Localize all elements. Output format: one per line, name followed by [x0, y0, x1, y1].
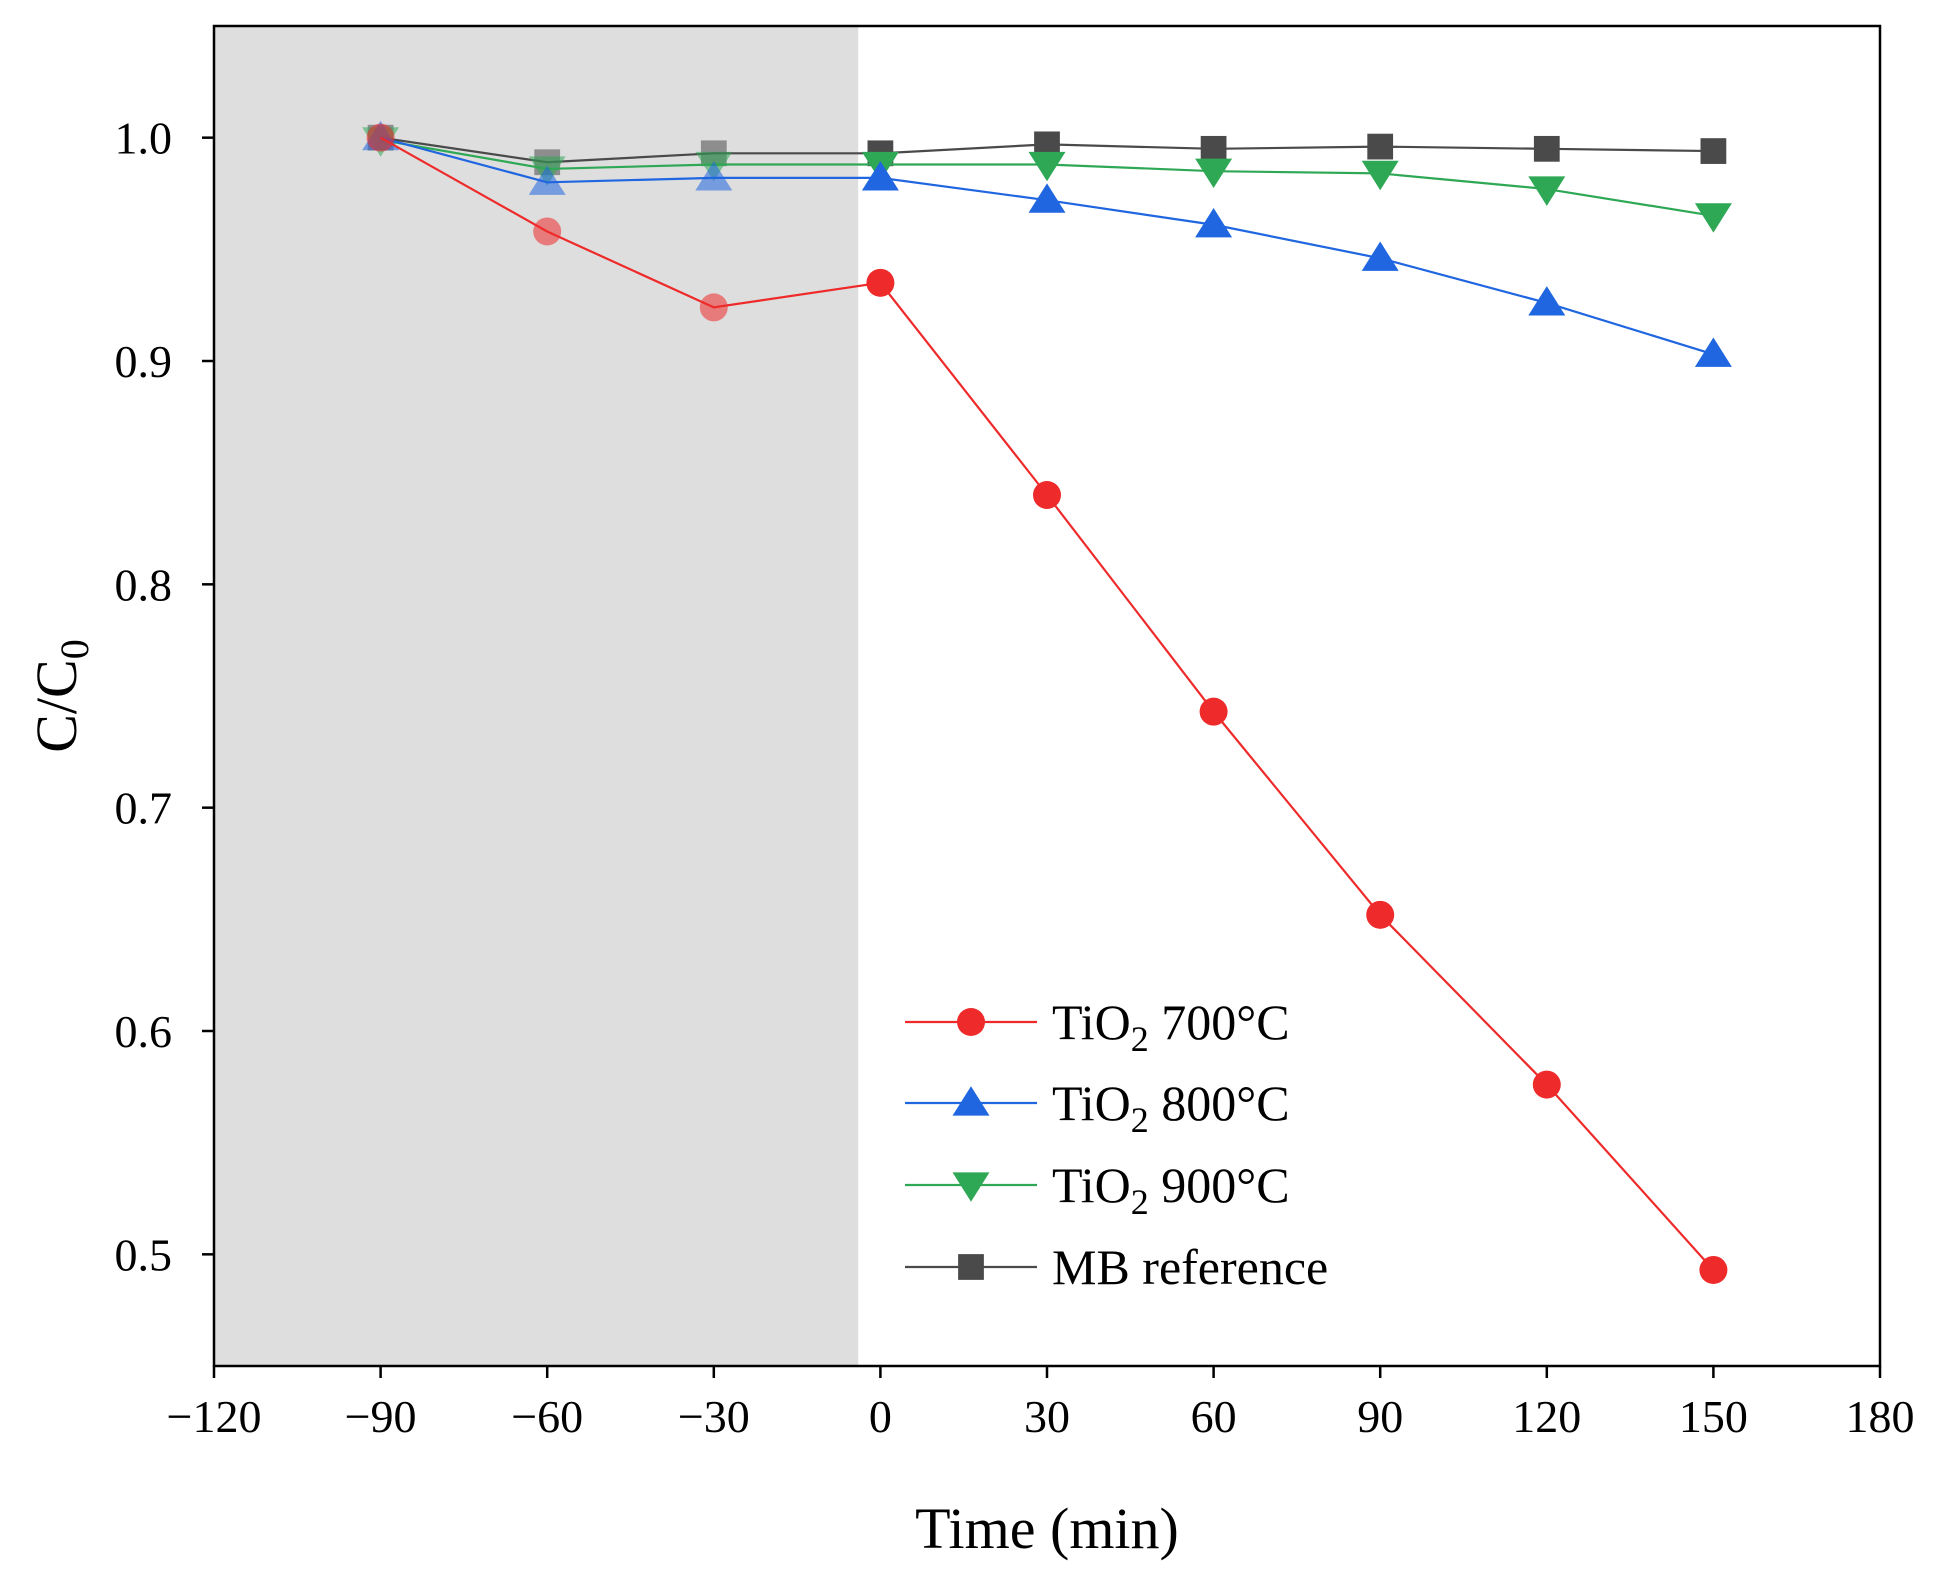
series-4-point [1533, 135, 1560, 162]
series-2-point [861, 161, 899, 191]
series-1-point [1366, 900, 1395, 929]
x-tick-label: 90 [1357, 1391, 1403, 1442]
series-layer [362, 120, 1732, 1284]
legend-label-main: TiO [1052, 994, 1131, 1050]
x-axis-ticks: −120 −90 −60 −30 0 30 60 90 120 150 180 [167, 1366, 1915, 1442]
y-axis-ticks: 0.5 0.6 0.7 0.8 0.9 1.0 [115, 113, 214, 1280]
legend-marker [952, 1172, 990, 1202]
series-1-point [1699, 1255, 1728, 1284]
series-1-point [1532, 1070, 1561, 1099]
legend-label: MB reference [1052, 1239, 1328, 1295]
x-tick-label: 60 [1191, 1391, 1237, 1442]
legend-marker [958, 1254, 984, 1280]
series-3-point [1361, 160, 1399, 191]
y-tick-label: 1.0 [115, 113, 173, 164]
y-tick-label: 0.5 [115, 1229, 173, 1280]
legend-label-main: TiO [1052, 1075, 1131, 1131]
series-3-point [1195, 158, 1233, 188]
legend-label-subscript: 2 [1131, 1019, 1149, 1059]
legend-label: TiO2 800°C [1052, 1075, 1290, 1140]
series-4-point [1700, 138, 1727, 164]
series-3-point [1528, 176, 1566, 206]
series-1-point [533, 217, 562, 246]
legend-entry-2: TiO2 800°C [905, 1075, 1290, 1140]
series-2-point [1361, 241, 1399, 271]
legend-entry-1: TiO2 700°C [905, 994, 1290, 1059]
dark-phase-shading [214, 26, 859, 1366]
x-axis-title: Time (min) [915, 1496, 1179, 1561]
series-1-point [366, 123, 395, 152]
legend-entry-4: MB reference [905, 1239, 1328, 1295]
y-axis-title-base: C/C [24, 659, 89, 753]
legend-label-main: MB reference [1052, 1239, 1328, 1295]
y-tick-label: 0.7 [115, 783, 173, 834]
legend-label-rest: 800°C [1149, 1075, 1290, 1131]
series-2-point [1694, 337, 1732, 367]
series-4-point [1200, 135, 1227, 162]
legend-marker [952, 1086, 990, 1116]
x-tick-label: 180 [1846, 1391, 1915, 1442]
series-3-point [1028, 151, 1066, 182]
series-2-point [1528, 286, 1566, 316]
series-1 [366, 123, 1728, 1284]
y-axis-title: C/C0 [24, 639, 97, 753]
series-3 [362, 127, 1732, 233]
series-2-point [1028, 183, 1066, 213]
y-tick-label: 0.8 [115, 559, 173, 610]
legend-label-subscript: 2 [1131, 1100, 1149, 1140]
legend-label: TiO2 700°C [1052, 994, 1290, 1059]
series-4-point [1367, 133, 1394, 160]
legend-label-rest: 700°C [1149, 994, 1290, 1050]
legend-entry-3: TiO2 900°C [905, 1157, 1290, 1222]
y-axis-title-subscript: 0 [52, 639, 97, 659]
legend-label-subscript: 2 [1131, 1182, 1149, 1222]
legend-label-rest: 900°C [1149, 1157, 1290, 1213]
series-2-point [528, 165, 566, 195]
series-1-point [699, 293, 728, 322]
x-tick-label: −120 [167, 1391, 262, 1442]
series-3-point [1694, 203, 1732, 233]
y-tick-label: 0.9 [115, 336, 173, 387]
x-tick-label: −60 [511, 1391, 583, 1442]
x-tick-label: 120 [1512, 1391, 1581, 1442]
y-tick-label: 0.6 [115, 1006, 173, 1057]
legend-marker [957, 1008, 985, 1036]
series-2-point [695, 161, 733, 191]
x-tick-label: 0 [869, 1391, 892, 1442]
dark-phase-region [214, 26, 859, 1366]
series-2-point [1195, 207, 1233, 238]
x-tick-label: −90 [345, 1391, 417, 1442]
x-tick-label: 30 [1024, 1391, 1070, 1442]
legend-label-main: TiO [1052, 1157, 1131, 1213]
x-tick-label: −30 [678, 1391, 750, 1442]
series-1-point [1199, 697, 1228, 726]
legend-label: TiO2 900°C [1052, 1157, 1290, 1222]
x-tick-label: 150 [1679, 1391, 1748, 1442]
series-1-point [866, 268, 895, 297]
series-1-point [1033, 481, 1061, 509]
